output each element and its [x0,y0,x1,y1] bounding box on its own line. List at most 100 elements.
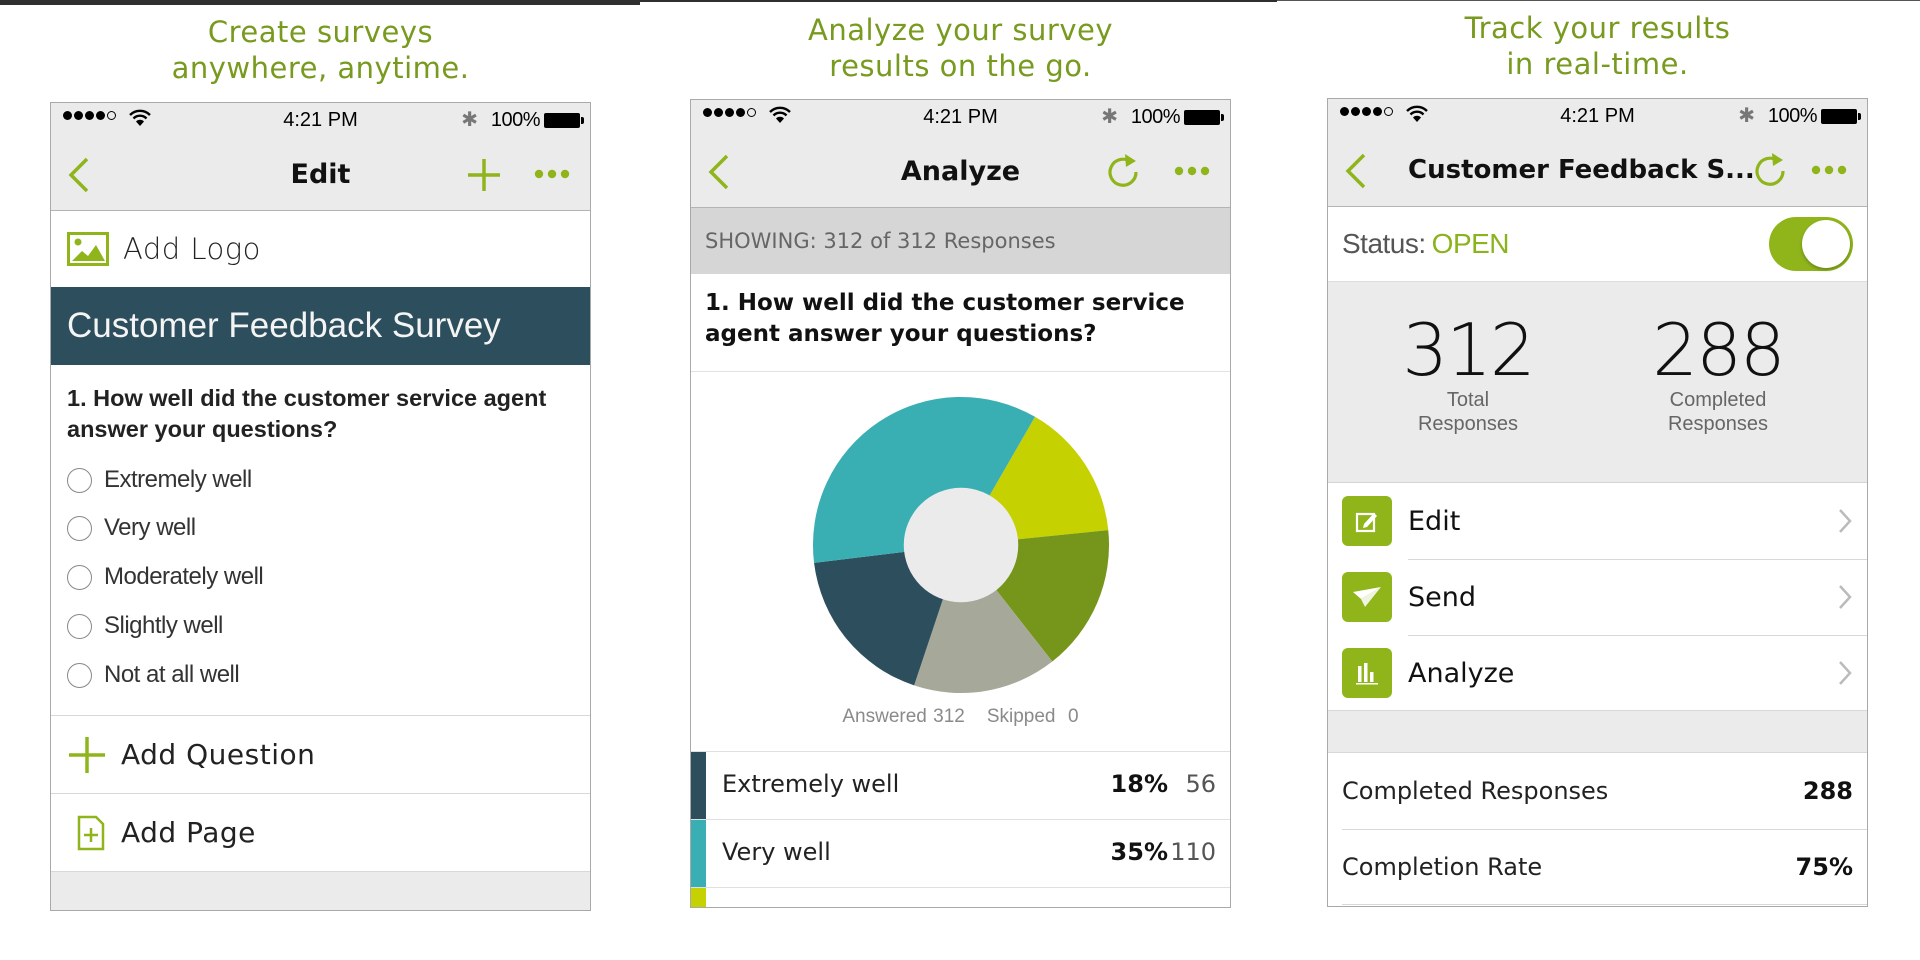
stat-caption: Completed [1669,389,1767,411]
radio-button[interactable] [67,515,92,541]
status-bar: 4:21 PM ✱ 100% [51,103,590,137]
wifi-icon [1406,105,1428,122]
divider [1342,904,1867,905]
bluetooth-icon: ✱ [461,109,478,131]
headline-line: Analyze your survey [808,13,1113,47]
chevron-left-icon[interactable] [65,155,95,195]
headline-track: Track your results in real-time. [1327,10,1868,82]
phone-edit: 4:21 PM ✱ 100% Edit Add Logo Customer Fe… [50,102,591,911]
add-question-label: Add Question [121,738,316,771]
status-label: Status: [1342,228,1426,259]
summary-completion-rate: Completion Rate 75% [1328,829,1867,905]
status-bar: 4:21 PM ✱ 100% [1328,99,1867,133]
battery-percent: 100% [1767,105,1818,127]
chevron-left-icon[interactable] [1342,151,1372,191]
summary-completed-responses: Completed Responses 288 [1328,753,1867,829]
option-very-well[interactable]: Very well [67,514,196,542]
page-title: Analyze [900,156,1021,187]
option-not-at-all-well[interactable]: Not at all well [67,661,240,689]
signal-icon [1340,107,1393,116]
donut-chart[interactable] [811,390,1111,700]
refresh-icon[interactable] [1104,152,1144,192]
headline-line: Track your results [1464,11,1731,45]
bar-chart-icon [1342,648,1392,698]
nav-bar: Edit [51,137,590,211]
question-text: 1. How well did the customer service age… [691,274,1230,372]
result-row[interactable]: Very well 35% 110 [691,819,1230,887]
more-icon[interactable] [534,167,570,181]
option-label: Slightly well [104,612,223,639]
question-text: 1. How well did the customer service age… [67,385,547,442]
top-edge-bar [1277,0,1920,1]
radio-button[interactable] [67,564,92,590]
paper-plane-icon [1342,572,1392,622]
wifi-icon [129,109,151,126]
more-icon[interactable] [1811,163,1847,177]
result-percent: 35% [1110,838,1168,866]
headline-line: anywhere, anytime. [171,51,470,85]
donut-center [903,487,1019,603]
status-toggle[interactable] [1769,217,1853,271]
edit-icon [1342,496,1392,546]
add-question-button[interactable]: Add Question [51,716,590,793]
phone-analyze: 4:21 PM ✱ 100% Analyze SHOWING: 312 of 3… [690,99,1231,908]
page-title: Edit [290,159,351,190]
menu-item-edit[interactable]: Edit [1328,483,1867,559]
status-time: 4:21 PM [923,106,998,128]
showing-filter-bar[interactable]: SHOWING: 312 of 312 Responses [691,208,1230,274]
stat-completed-responses: 288 Completed Responses [1618,312,1818,436]
divider [51,715,590,716]
stats-panel: 312 Total Responses 288 Completed Respon… [1328,282,1867,483]
chevron-right-icon [1839,585,1852,609]
color-swatch [691,820,706,887]
survey-title[interactable]: Customer Feedback Survey [51,287,590,365]
result-label: Extremely well [722,770,900,798]
survey-title-text: Customer Feedback Survey [67,306,501,345]
battery-percent: 100% [490,109,541,131]
chevron-right-icon [1839,661,1852,685]
headline-analyze: Analyze your survey results on the go. [690,12,1231,84]
status-value: OPEN [1431,228,1510,259]
color-swatch [691,888,706,907]
summary-label: Completed Responses [1342,777,1609,805]
option-extremely-well[interactable]: Extremely well [67,466,252,494]
add-page-button[interactable]: Add Page [51,794,590,871]
plus-icon [69,736,105,773]
radio-button[interactable] [67,467,92,493]
battery-percent: 100% [1130,106,1181,128]
survey-status-row: Status: OPEN [1328,207,1867,282]
more-icon[interactable] [1174,164,1210,178]
chevron-left-icon[interactable] [705,152,735,192]
divider [1408,559,1867,560]
donut-slice[interactable] [812,396,1036,563]
add-page-icon [77,815,105,850]
add-logo-label: Add Logo [123,232,261,266]
battery-icon [1184,110,1224,125]
summary-value: 288 [1802,777,1853,805]
radio-button[interactable] [67,662,92,688]
option-slightly-well[interactable]: Slightly well [67,612,223,640]
option-label: Very well [104,514,196,541]
option-label: Not at all well [104,661,240,688]
bluetooth-icon: ✱ [1101,106,1118,128]
stat-caption: Responses [1417,413,1519,435]
radio-button[interactable] [67,613,92,639]
divider [51,793,590,794]
showing-label: SHOWING: 312 of 312 Responses [705,229,1056,253]
option-moderately-well[interactable]: Moderately well [67,563,264,591]
wifi-icon [769,106,791,123]
status-time: 4:21 PM [283,109,358,131]
menu-item-analyze[interactable]: Analyze [1328,635,1867,711]
refresh-icon[interactable] [1751,151,1791,191]
phone-track: 4:21 PM ✱ 100% Customer Feedback S... St… [1327,98,1868,907]
color-swatch [691,752,706,819]
top-edge-bar [0,0,640,5]
option-label: Extremely well [104,466,252,493]
plus-icon[interactable] [464,155,504,195]
add-logo-button[interactable]: Add Logo [51,211,590,287]
result-row[interactable]: Extremely well 18% 56 [691,751,1230,819]
result-percent: 18% [1110,770,1168,798]
result-row[interactable] [691,887,1230,907]
menu-item-send[interactable]: Send [1328,559,1867,635]
section-spacer [1328,710,1867,753]
